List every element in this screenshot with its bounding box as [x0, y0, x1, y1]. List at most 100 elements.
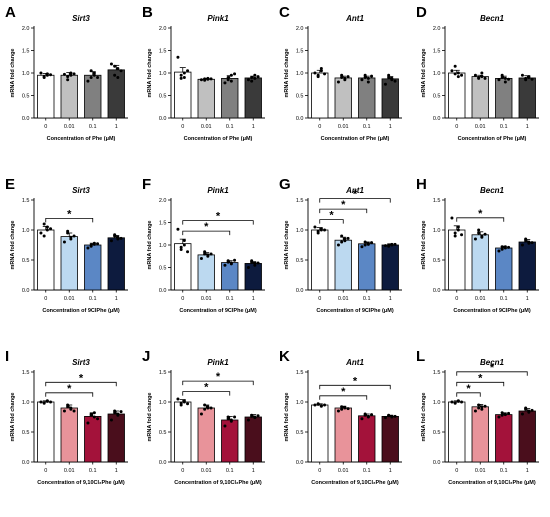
y-tick-label: 1.5	[296, 370, 304, 376]
bar	[107, 413, 125, 463]
data-point	[530, 241, 534, 245]
data-point	[223, 424, 227, 428]
data-point	[116, 413, 120, 417]
y-tick-label: 1.0	[159, 71, 167, 77]
panel-H: H Becn1 mRNA fold change 0.0 0.5 1.0 1.5 0 0.01 0…	[416, 176, 539, 314]
gene-title: Sirt3	[72, 358, 90, 367]
data-point	[42, 222, 46, 226]
bar	[448, 401, 466, 463]
data-point	[500, 73, 504, 77]
data-point	[186, 250, 190, 254]
data-point	[340, 76, 344, 79]
bar	[197, 407, 215, 463]
bar	[311, 404, 329, 463]
y-axis-label: mRNA fold change	[10, 221, 16, 270]
y-tick-label: 1.5	[433, 198, 441, 204]
data-point	[480, 407, 484, 411]
data-point	[246, 266, 250, 269]
data-point	[323, 228, 327, 232]
data-point	[503, 76, 507, 80]
bar	[107, 69, 125, 119]
data-point	[313, 403, 317, 407]
data-point	[42, 76, 46, 79]
data-point	[66, 78, 70, 82]
bar	[197, 254, 215, 291]
data-point	[69, 71, 73, 75]
data-point	[340, 407, 344, 411]
panel-letter: K	[279, 348, 290, 365]
significance-star: *	[341, 386, 346, 398]
data-point	[119, 410, 123, 414]
data-point	[503, 80, 507, 84]
data-point	[363, 413, 367, 417]
bar	[358, 77, 376, 119]
data-point	[477, 228, 481, 232]
x-tick-label: 0.01	[338, 296, 349, 302]
data-point	[69, 406, 73, 410]
data-point	[92, 71, 96, 75]
significance-bracket	[45, 392, 94, 397]
y-tick-label: 0.5	[296, 94, 304, 100]
x-tick-label: 0	[318, 124, 321, 130]
bar	[37, 74, 55, 119]
significance-star: *	[478, 372, 483, 384]
x-tick-label: 0.1	[500, 468, 508, 474]
data-point	[186, 69, 190, 73]
data-point	[524, 239, 528, 243]
significance-bracket	[319, 219, 344, 224]
data-point	[456, 228, 460, 232]
data-point	[62, 409, 66, 413]
data-point	[497, 415, 501, 419]
bar	[60, 407, 78, 463]
data-point	[39, 400, 43, 404]
x-tick-label: 0.1	[89, 296, 97, 302]
data-point	[316, 73, 320, 77]
data-point	[460, 73, 464, 77]
data-point	[119, 236, 123, 240]
data-point	[527, 240, 531, 244]
x-axis-label: Concentration of 9,10Cl₂Phe (μM)	[37, 480, 125, 486]
data-point	[229, 73, 233, 77]
data-point	[223, 81, 227, 85]
data-point	[229, 79, 233, 83]
data-point	[507, 245, 511, 249]
bar	[311, 229, 329, 291]
y-tick-label: 1.5	[433, 49, 441, 55]
data-point	[387, 76, 391, 79]
significance-bracket	[319, 395, 368, 400]
data-point	[524, 406, 528, 410]
data-point	[182, 239, 186, 242]
data-point	[336, 409, 340, 413]
data-point	[69, 73, 73, 77]
data-point	[497, 78, 501, 82]
y-tick-label: 0.5	[22, 94, 30, 100]
data-point	[182, 71, 186, 75]
data-point	[39, 231, 43, 235]
data-point	[86, 246, 90, 250]
y-tick-label: 0.0	[22, 288, 30, 294]
x-tick-label: 0	[455, 468, 458, 474]
data-point	[179, 73, 183, 77]
data-point	[346, 75, 350, 79]
data-point	[387, 413, 391, 417]
bar	[381, 416, 399, 463]
data-point	[113, 64, 117, 68]
data-point	[340, 73, 344, 77]
data-point	[256, 75, 260, 79]
y-tick-label: 1.0	[296, 400, 304, 406]
data-point	[453, 234, 457, 238]
data-point	[500, 413, 504, 417]
significance-star: *	[353, 375, 358, 387]
y-tick-label: 0.0	[433, 460, 441, 466]
x-tick-label: 0	[181, 124, 184, 130]
data-point	[199, 412, 203, 416]
y-tick-label: 1.5	[22, 198, 30, 204]
data-point	[500, 76, 504, 79]
data-point	[477, 406, 481, 410]
data-point	[226, 78, 230, 82]
significance-star: *	[67, 208, 72, 220]
y-tick-label: 1.0	[296, 228, 304, 234]
significance-star: *	[466, 383, 471, 395]
data-point	[96, 242, 100, 246]
x-tick-label: 0.01	[201, 124, 212, 130]
